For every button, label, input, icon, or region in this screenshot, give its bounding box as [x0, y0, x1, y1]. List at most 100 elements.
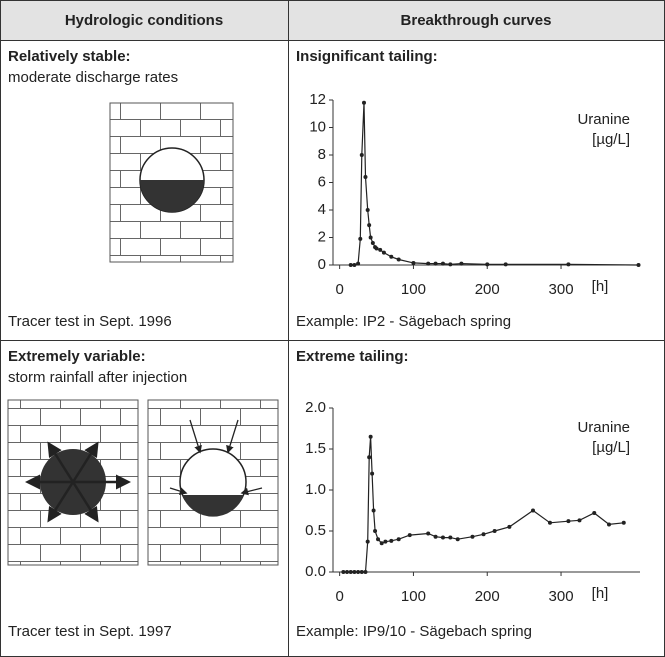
data-point: [389, 254, 394, 259]
data-point: [396, 257, 401, 262]
legend-label: [µg/L]: [592, 131, 630, 148]
chart-caption: Example: IP9/10 - Sägebach spring: [296, 623, 532, 640]
data-point: [359, 153, 364, 157]
data-point: [370, 471, 375, 476]
y-tick-label: 0.5: [305, 522, 326, 539]
data-point: [352, 263, 357, 267]
y-tick-label: 1.5: [305, 440, 326, 457]
data-point: [356, 570, 361, 574]
x-axis-label: [h]: [592, 585, 609, 602]
data-point: [374, 246, 379, 251]
data-point: [470, 534, 475, 539]
data-point: [365, 539, 370, 544]
x-tick-label: 0: [335, 588, 343, 605]
y-tick-label: 10: [309, 118, 326, 135]
wall-flood: [7, 399, 139, 566]
data-point: [481, 532, 486, 537]
chart-caption: Example: IP2 - Sägebach spring: [296, 313, 511, 330]
x-axis-label: [h]: [592, 278, 609, 295]
chart-title: Extreme tailing:: [296, 348, 409, 365]
data-point: [448, 535, 453, 540]
data-point: [376, 537, 381, 542]
data-point: [407, 533, 412, 538]
x-tick-label: 200: [475, 588, 500, 605]
data-point: [363, 175, 368, 179]
data-point: [592, 510, 597, 515]
header-cell: Breakthrough curves: [401, 12, 552, 29]
data-point: [383, 539, 388, 544]
data-point: [636, 263, 641, 267]
legend-label: Uranine: [577, 419, 630, 436]
data-point: [507, 524, 512, 529]
data-point: [352, 570, 357, 574]
data-point: [448, 262, 453, 267]
data-point: [345, 570, 350, 574]
data-point: [396, 537, 401, 542]
data-point: [363, 570, 368, 574]
data-point: [607, 522, 612, 527]
data-point: [365, 208, 370, 212]
condition: Extremely variable:: [8, 348, 146, 365]
chart-title: Insignificant tailing:: [296, 48, 438, 65]
data-point: [370, 241, 375, 245]
data-point: [367, 223, 372, 228]
data-point: [356, 261, 361, 266]
wall-recession: [147, 399, 279, 566]
data-point: [459, 261, 464, 266]
data-point: [381, 250, 386, 255]
condition: Relatively stable:: [8, 48, 131, 65]
y-tick-label: 1.0: [305, 481, 326, 498]
data-point: [348, 263, 353, 267]
header-cell: Hydrologic conditions: [65, 12, 223, 29]
data-point: [411, 260, 416, 265]
description: storm rainfall after injection: [8, 369, 187, 386]
data-point: [547, 520, 552, 525]
data-point: [378, 247, 383, 252]
data-point: [367, 455, 372, 460]
data-point: [426, 261, 431, 266]
data-point: [530, 508, 535, 513]
y-tick-label: 0.0: [305, 563, 326, 580]
data-point: [433, 261, 438, 266]
data-point: [577, 518, 582, 523]
data-point: [359, 570, 364, 574]
data-point: [426, 531, 431, 536]
x-tick-label: 0: [335, 281, 343, 298]
data-point: [433, 534, 438, 539]
data-point: [389, 538, 394, 543]
data-point: [621, 520, 626, 525]
data-point: [348, 570, 353, 574]
data-point: [379, 541, 384, 546]
x-tick-label: 100: [401, 281, 426, 298]
legend-label: [µg/L]: [592, 439, 630, 456]
data-point: [440, 535, 445, 540]
x-tick-label: 300: [549, 281, 574, 298]
x-tick-label: 300: [549, 588, 574, 605]
data-point: [485, 262, 490, 267]
legend-label: Uranine: [577, 111, 630, 128]
y-tick-label: 4: [318, 201, 326, 218]
y-tick-label: 6: [318, 173, 326, 190]
y-tick-label: 8: [318, 146, 326, 163]
data-point: [341, 570, 346, 574]
data-point: [368, 235, 373, 240]
data-point: [361, 100, 366, 105]
wall-stable: [109, 102, 234, 263]
test-date: Tracer test in Sept. 1997: [8, 623, 172, 640]
data-point: [492, 529, 497, 533]
y-tick-label: 2: [318, 228, 326, 245]
y-tick-label: 12: [309, 91, 326, 108]
header-bg: [1, 1, 664, 40]
data-point: [566, 519, 571, 524]
x-tick-label: 100: [401, 588, 426, 605]
y-tick-label: 2.0: [305, 399, 326, 416]
data-point: [455, 537, 460, 542]
data-point: [503, 262, 508, 267]
x-tick-label: 200: [475, 281, 500, 298]
test-date: Tracer test in Sept. 1996: [8, 313, 172, 330]
data-point: [371, 508, 376, 513]
description: moderate discharge rates: [8, 69, 178, 86]
data-point: [358, 236, 363, 241]
data-point: [566, 262, 571, 267]
data-point: [368, 434, 373, 439]
